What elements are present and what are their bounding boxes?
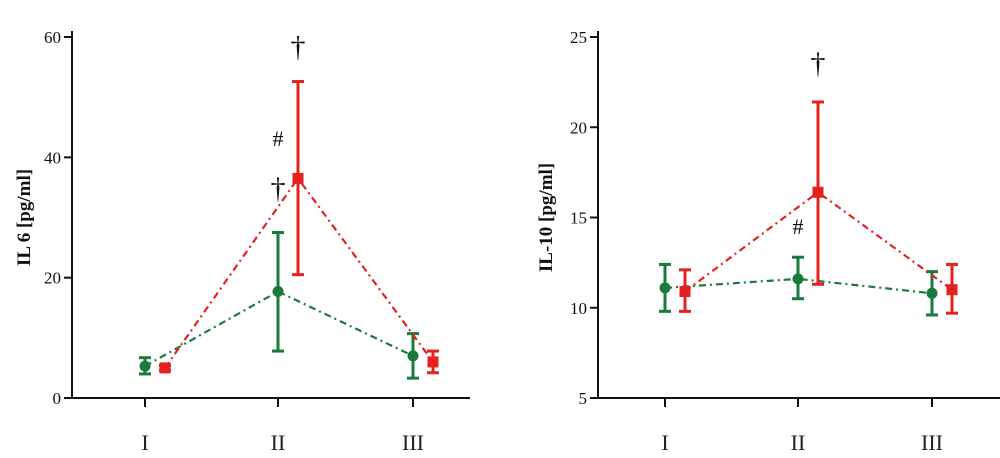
y-tick-label: 20 (44, 269, 61, 288)
y-tick-label: 25 (570, 28, 587, 47)
dagger-mark: † (271, 172, 286, 205)
data-point-square (427, 356, 439, 368)
data-point-circle (407, 350, 419, 362)
dagger-mark: † (291, 31, 306, 64)
data-point-circle (792, 273, 804, 285)
x-tick-label-III: III (402, 430, 424, 455)
hash-mark: # (793, 214, 804, 239)
y-tick-label: 0 (53, 389, 62, 408)
y-axis-label: IL-10 [pg/ml] (536, 163, 557, 272)
series-red (679, 100, 958, 315)
series-green (139, 231, 419, 380)
data-point-square (292, 172, 304, 184)
x-tick-label-I: I (661, 430, 668, 455)
series-red (159, 80, 439, 375)
data-point-square (159, 362, 171, 374)
y-tick-label: 10 (570, 299, 587, 318)
data-point-square (812, 186, 824, 198)
x-tick-label-III: III (921, 430, 943, 455)
series-line-green (664, 277, 933, 295)
data-point-circle (272, 286, 284, 298)
series-green (659, 255, 938, 317)
hash-mark: # (273, 126, 284, 151)
data-point-circle (659, 282, 671, 294)
dagger-mark: † (811, 47, 826, 80)
y-axis-label: IL 6 [pg/ml] (14, 169, 35, 266)
y-tick-label: 20 (570, 118, 587, 137)
y-tick-label: 15 (570, 209, 587, 228)
x-tick-label-I: I (141, 430, 148, 455)
data-point-circle (139, 360, 151, 372)
y-tick-label: 60 (44, 28, 61, 47)
data-point-square (946, 284, 958, 296)
x-tick-label-II: II (271, 430, 286, 455)
x-tick-label-II: II (791, 430, 806, 455)
y-tick-label: 40 (44, 148, 61, 167)
y-tick-label: 5 (579, 389, 588, 408)
data-point-circle (926, 287, 938, 299)
data-point-square (679, 286, 691, 298)
